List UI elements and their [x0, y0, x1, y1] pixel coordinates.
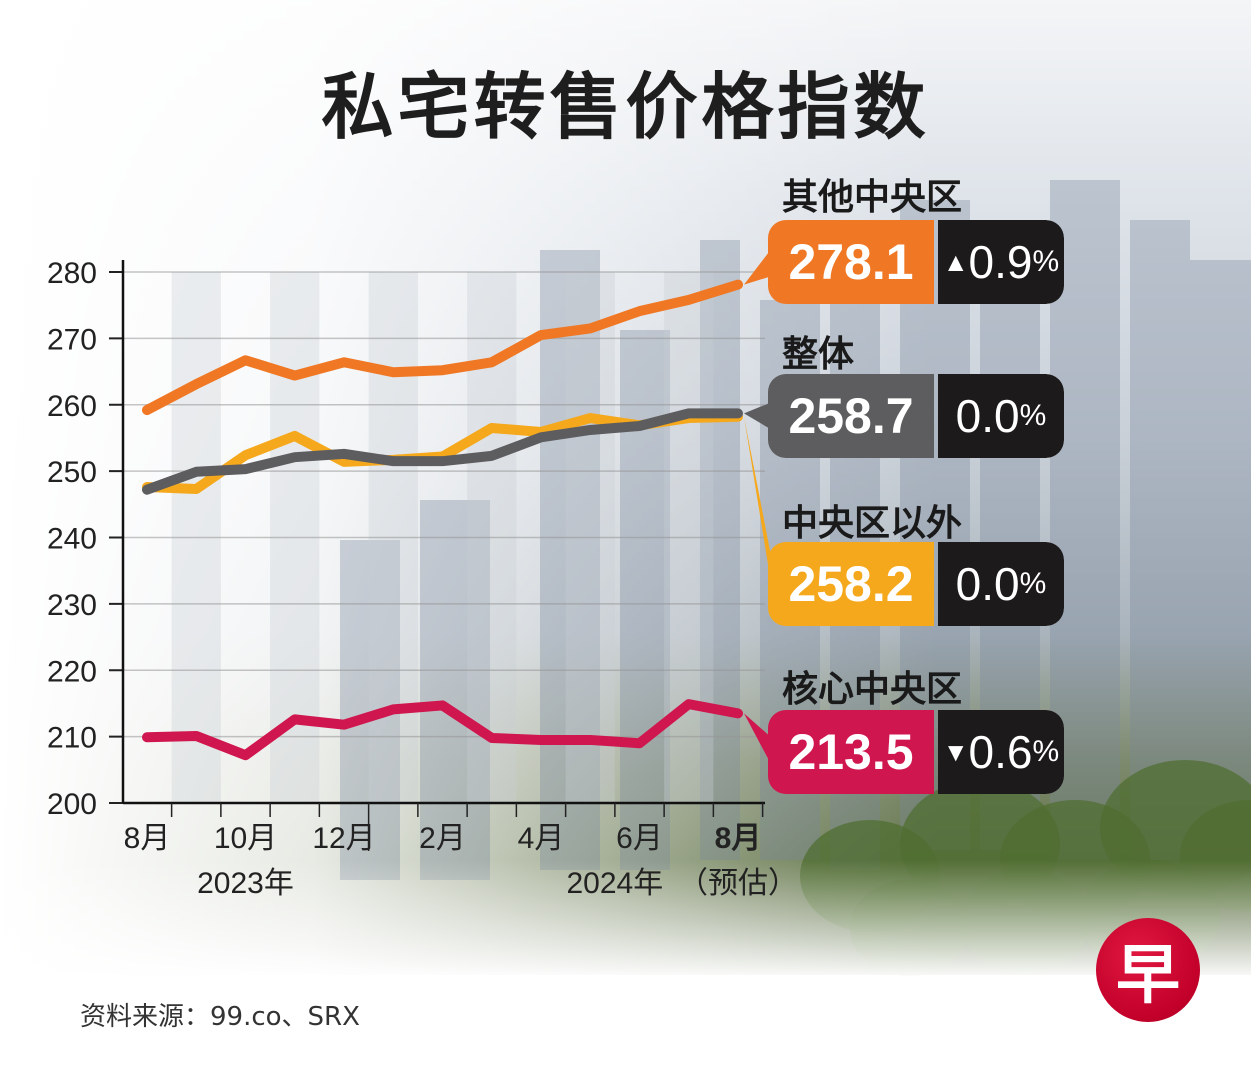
percent-sign: %: [1032, 735, 1060, 768]
callout-value-overall: 258.7: [768, 374, 934, 458]
callout-pointer-ccr: [744, 713, 772, 766]
callout-pointers: [744, 248, 772, 766]
change-value: 0.0: [955, 390, 1020, 442]
percent-sign: %: [1032, 245, 1060, 278]
callout-label-outside: 中央区以外: [782, 503, 963, 544]
x-tick-labels: 8月 10月 12月 2月 4月 6月 8月 2023年 2024年 （预估）: [124, 822, 798, 900]
logo-glyph: 早: [1116, 938, 1180, 1013]
callout-label-overall: 整体: [782, 334, 855, 375]
x-tick-label: 10月: [214, 822, 277, 855]
callout-pointer-ocr: [744, 248, 772, 285]
y-tick-label: 280: [47, 257, 97, 290]
building-shape: [1190, 260, 1251, 860]
axes: [121, 260, 765, 851]
background-fade: [0, 860, 1251, 980]
callout-ccr: 213.5 ▼ 0.6 %: [768, 710, 1064, 794]
change-value: 0.9: [968, 236, 1033, 288]
callout-value-ccr: 213.5: [768, 710, 934, 794]
y-tick-label: 270: [47, 323, 97, 356]
x-tick-label: 8月: [124, 822, 171, 855]
callout-change-outside: 0.0 %: [938, 542, 1064, 626]
series-line-ocr: [142, 279, 743, 416]
callout-value-ocr: 278.1: [768, 220, 934, 304]
series-line-overall: [142, 408, 743, 495]
x-tick-label: 12月: [312, 822, 375, 855]
year-label: 2024年: [567, 867, 664, 900]
year-label: （预估）: [678, 867, 798, 900]
zaobao-logo: 早: [1096, 918, 1200, 1022]
callout-overall: 258.7 0.0 %: [768, 374, 1064, 458]
x-tick-label: 8月: [715, 822, 762, 855]
building-shape: [700, 240, 740, 860]
y-tick-labels: 200 210 220 230 240 250 260 270 280: [47, 257, 97, 821]
y-tick-label: 260: [47, 390, 97, 423]
up-arrow-icon: ▲: [942, 246, 969, 277]
chart-title: 私宅转售价格指数: [321, 65, 930, 149]
series-line-ccr: [142, 699, 743, 761]
building-shape: [540, 250, 600, 870]
y-tick-label: 230: [47, 589, 97, 622]
callout-change-ccr: ▼ 0.6 %: [938, 710, 1064, 794]
down-arrow-icon: ▼: [942, 736, 969, 767]
callout-label-ocr: 其他中央区: [782, 177, 963, 218]
y-tick-label: 220: [47, 655, 97, 688]
callout-change-overall: 0.0 %: [938, 374, 1064, 458]
callout-pointer-overall: [744, 402, 772, 430]
callout-label-ccr: 核心中央区: [782, 669, 963, 710]
y-tick-label: 210: [47, 722, 97, 755]
x-tick-label: 4月: [518, 822, 565, 855]
change-value: 0.6: [968, 726, 1033, 778]
source-note: 资料来源：99.co、SRX: [80, 1002, 360, 1032]
callout-outside: 258.2 0.0 %: [768, 542, 1064, 626]
year-label: 2023年: [197, 867, 294, 900]
callout-change-ocr: ▲ 0.9 %: [938, 220, 1064, 304]
change-value: 0.0: [955, 558, 1020, 610]
series-lines: [142, 279, 743, 761]
x-tick-label: 2月: [419, 822, 466, 855]
y-tick-label: 250: [47, 456, 97, 489]
building-shape: [1130, 220, 1190, 860]
building-shape: [420, 500, 490, 880]
x-tick-label: 6月: [616, 822, 663, 855]
y-tick-label: 200: [47, 788, 97, 821]
callout-value-outside: 258.2: [768, 542, 934, 626]
callout-ocr: 278.1 ▲ 0.9 %: [768, 220, 1064, 304]
y-tick-label: 240: [47, 523, 97, 556]
percent-sign: %: [1019, 399, 1047, 432]
callout-pointer-outside: [744, 416, 772, 589]
percent-sign: %: [1019, 567, 1047, 600]
